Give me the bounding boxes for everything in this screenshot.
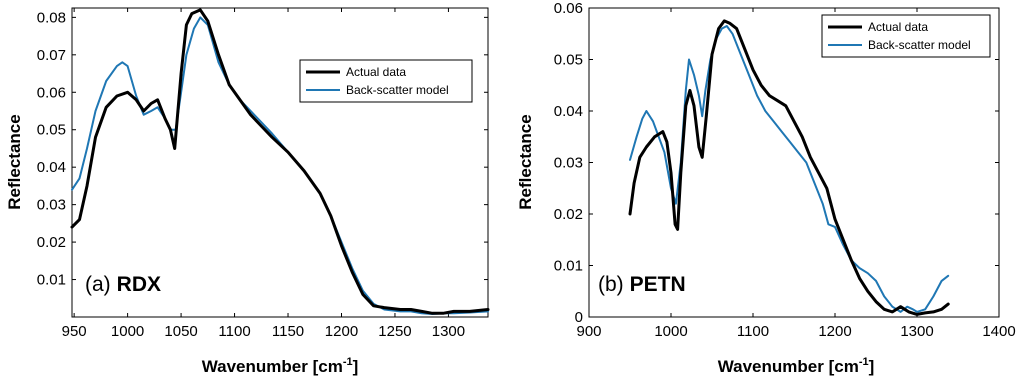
plot-frame xyxy=(71,7,489,318)
y-tick-label: 0.01 xyxy=(37,272,66,289)
series-line-back-scatter-model xyxy=(629,25,950,313)
legend: Actual data Back-scatter model xyxy=(821,14,991,58)
x-tick-label: 1050 xyxy=(164,323,197,340)
y-tick-label: 0.03 xyxy=(37,197,66,214)
legend-label-model: Back-scatter model xyxy=(868,38,971,52)
x-axis-label-superscript: -1 xyxy=(343,356,353,368)
y-tick-label: 0.05 xyxy=(554,52,583,69)
chart-panel-petn: 900 1000 1100 1200 1300 1400 0 0.01 0.02 0.03 0.0… xyxy=(516,0,1016,376)
legend-label-model: Back-scatter model xyxy=(346,83,449,97)
chart-panel-rdx: 950 1000 1050 1100 1150 1200 1250 1300 0.01 0.02… xyxy=(5,7,490,376)
x-axis-label: Wavenumber [cm-1] xyxy=(718,356,875,376)
y-axis-label: Reflectance xyxy=(5,114,24,209)
x-tick-label: 1300 xyxy=(900,323,933,340)
x-axis-label-text: Wavenumber [cm xyxy=(202,357,343,376)
x-tick-label: 950 xyxy=(62,323,87,340)
x-axis-ticks: 900 1000 1100 1200 1300 1400 xyxy=(576,8,1016,340)
x-axis-ticks: 950 1000 1050 1100 1150 1200 1250 1300 xyxy=(62,8,465,340)
x-tick-label: 1000 xyxy=(111,323,144,340)
y-tick-label: 0 xyxy=(575,309,583,326)
y-tick-label: 0.03 xyxy=(554,155,583,172)
series-line-actual-data xyxy=(628,19,950,316)
y-tick-label: 0.02 xyxy=(554,206,583,223)
x-tick-label: 1400 xyxy=(982,323,1015,340)
x-tick-label: 1100 xyxy=(218,323,250,340)
legend-label-actual: Actual data xyxy=(868,20,928,34)
panel-label: (b) PETN xyxy=(598,273,686,296)
y-tick-label: 0.01 xyxy=(554,258,583,275)
legend-box xyxy=(821,14,991,58)
legend-label-actual: Actual data xyxy=(346,65,406,79)
x-tick-label: 1200 xyxy=(325,323,358,340)
y-axis-ticks: 0 0.01 0.02 0.03 0.04 0.05 0.06 xyxy=(554,0,999,326)
x-axis-label: Wavenumber [cm-1] xyxy=(202,356,359,376)
y-tick-label: 0.04 xyxy=(37,159,66,176)
y-tick-label: 0.04 xyxy=(554,103,583,120)
panel-name: PETN xyxy=(630,273,686,296)
x-tick-label: 1200 xyxy=(818,323,851,340)
x-axis-label-superscript: -1 xyxy=(859,356,869,368)
x-axis-label-bracket: ] xyxy=(353,357,359,376)
x-tick-label: 900 xyxy=(576,323,601,340)
y-tick-label: 0.06 xyxy=(554,0,583,17)
y-axis-ticks: 0.01 0.02 0.03 0.04 0.05 0.06 0.07 0.08 xyxy=(37,9,488,289)
y-axis-label: Reflectance xyxy=(516,114,535,209)
y-tick-label: 0.05 xyxy=(37,122,66,139)
y-tick-label: 0.07 xyxy=(37,47,66,64)
x-tick-label: 1250 xyxy=(378,323,411,340)
series-line-actual-data xyxy=(70,8,490,315)
y-tick-label: 0.06 xyxy=(37,84,66,101)
x-tick-label: 1300 xyxy=(432,323,465,340)
x-tick-label: 1100 xyxy=(737,323,769,340)
series-lines xyxy=(70,8,490,315)
y-tick-label: 0.02 xyxy=(37,234,66,251)
panel-letter: (a) xyxy=(85,273,111,296)
panel-name: RDX xyxy=(117,273,161,296)
panel-letter: (b) xyxy=(598,273,624,296)
legend: Actual data Back-scatter model xyxy=(299,59,473,103)
panel-label: (a) RDX xyxy=(85,273,161,296)
x-tick-label: 1150 xyxy=(272,323,304,340)
y-tick-label: 0.08 xyxy=(37,9,66,26)
x-axis-label-text: Wavenumber [cm xyxy=(718,357,859,376)
series-lines xyxy=(628,19,950,316)
x-tick-label: 1000 xyxy=(654,323,687,340)
legend-box xyxy=(299,59,473,103)
x-axis-label-bracket: ] xyxy=(869,357,875,376)
